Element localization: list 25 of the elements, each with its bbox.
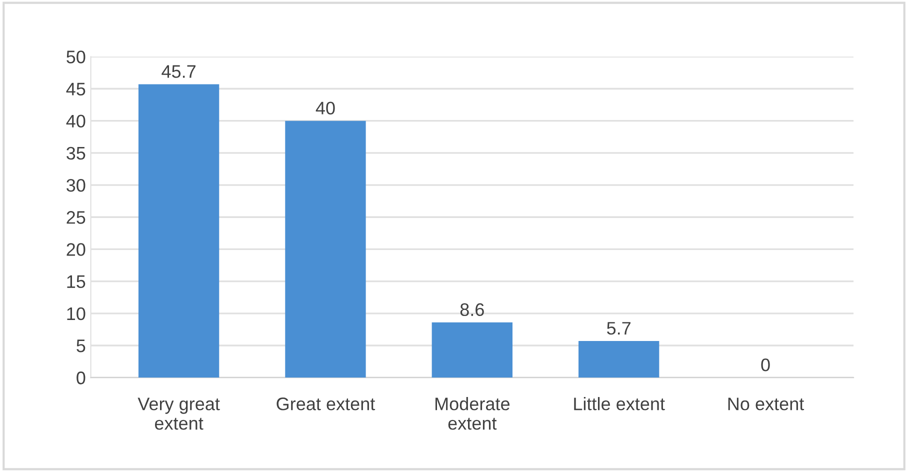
bar <box>432 322 512 378</box>
y-tick-label: 30 <box>66 178 86 192</box>
x-tick-label: Great extent <box>276 398 376 410</box>
y-tick-label: 10 <box>67 307 86 320</box>
data-label: 45.7 <box>162 65 196 78</box>
x-tick-label: Moderate extent <box>436 397 510 430</box>
y-tick-label: 5 <box>76 340 86 352</box>
x-tick-label: Little extent <box>574 397 665 410</box>
data-label: 8.6 <box>460 303 484 316</box>
bar <box>138 84 220 378</box>
x-tick-label: No extent <box>728 398 804 410</box>
bar <box>578 341 660 378</box>
x-tick-label: Very great extent <box>138 398 220 430</box>
y-tick-label: 45 <box>66 82 86 96</box>
y-tick-label: 0 <box>76 372 86 384</box>
y-tick-label: 50 <box>66 50 86 64</box>
bar <box>285 120 366 378</box>
y-tick-label: 35 <box>66 146 86 160</box>
y-tick-label: 15 <box>67 275 86 288</box>
y-tick-label: 20 <box>66 243 86 256</box>
data-label: 0 <box>761 358 770 372</box>
y-tick-label: 40 <box>66 114 86 128</box>
data-label: 5.7 <box>607 322 630 335</box>
data-label: 40 <box>316 102 335 114</box>
y-tick-label: 25 <box>66 211 86 224</box>
